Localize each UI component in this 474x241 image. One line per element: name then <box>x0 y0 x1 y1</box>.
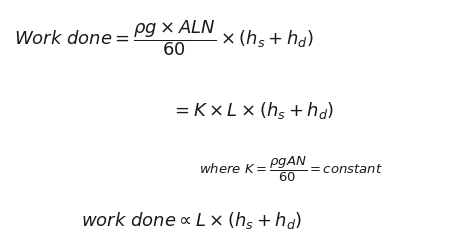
Text: $\mathit{work\ done} \propto L \times (h_s + h_d)$: $\mathit{work\ done} \propto L \times (h… <box>81 210 302 231</box>
Text: $\mathit{where\ K} = \dfrac{\rho gAN}{60} = \mathit{constant}$: $\mathit{where\ K} = \dfrac{\rho gAN}{60… <box>199 155 383 184</box>
Text: $\mathit{Work\ done} = \dfrac{\rho g \times ALN}{60} \times (h_s + h_d)$: $\mathit{Work\ done} = \dfrac{\rho g \ti… <box>14 19 314 58</box>
Text: $= K \times L \times (h_s + h_d)$: $= K \times L \times (h_s + h_d)$ <box>171 100 334 121</box>
